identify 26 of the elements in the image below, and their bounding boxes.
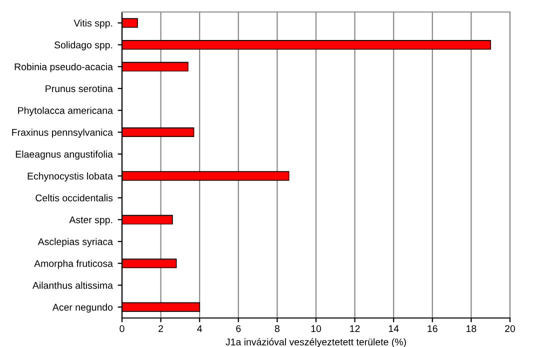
y-tick-label: Elaeagnus angustifolia — [16, 150, 113, 160]
y-tick-label: Amorpha fruticosa — [34, 260, 113, 269]
y-tick-label: Vitis spp. — [74, 19, 112, 28]
x-tick-label: 6 — [236, 325, 241, 332]
x-tick-label: 4 — [197, 325, 202, 332]
y-tick-label: Aster spp. — [69, 216, 112, 226]
x-tick-label: 18 — [466, 325, 476, 332]
x-tick-label: 0 — [120, 325, 124, 332]
x-axis-title: J1a invázióval veszélyeztetett területe (%) — [226, 338, 406, 347]
x-tick-label: 20 — [505, 325, 516, 332]
y-tick-label: Phytolacca americana — [18, 106, 113, 116]
x-tick-label: 8 — [274, 325, 280, 332]
x-tick-label: 14 — [388, 325, 399, 332]
x-tick-label: 2 — [158, 325, 164, 332]
x-tick-label: 12 — [350, 325, 360, 332]
y-tick-label: Echynocystis lobata — [28, 172, 113, 182]
y-tick-label: Celtis occidentalis — [36, 194, 113, 202]
y-tick-label: Robinia pseudo-acacia — [14, 63, 113, 72]
y-tick-label: Ailanthus altissima — [32, 282, 113, 289]
y-tick-label: Fraxinus pennsylvanica — [12, 128, 113, 138]
y-tick-label: Solidago spp. — [54, 41, 112, 50]
x-tick-label: 10 — [311, 325, 322, 332]
x-tick-label: 16 — [428, 325, 438, 332]
y-tick-label: Acer negundo — [52, 304, 113, 313]
y-tick-label: Asclepias syriaca — [38, 238, 113, 248]
y-tick-label: Prunus serotina — [46, 84, 113, 92]
